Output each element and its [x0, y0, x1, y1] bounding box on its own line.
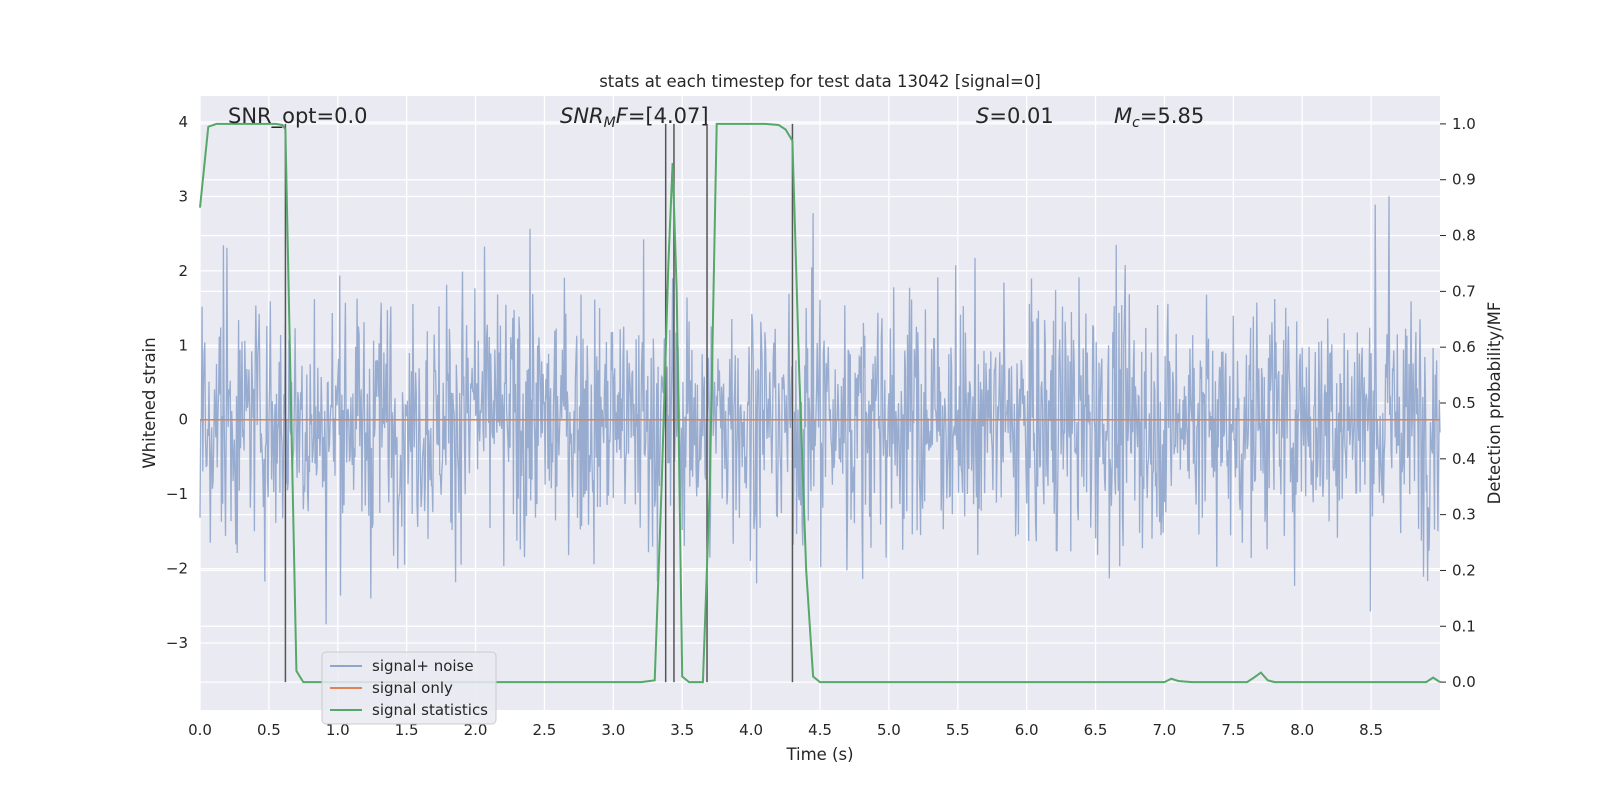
x-tick-label: 4.5 [808, 721, 832, 739]
y-right-tick-label: 0.1 [1452, 617, 1476, 635]
y-tick-label: 0 [178, 411, 188, 429]
x-tick-label: 8.0 [1290, 721, 1314, 739]
y-right-tick-label: 0.8 [1452, 227, 1476, 245]
y-tick-label: −1 [166, 485, 188, 503]
y-right-tick-label: 0.3 [1452, 506, 1476, 524]
x-tick-label: 7.5 [1221, 721, 1245, 739]
legend-label: signal statistics [372, 701, 488, 719]
x-axis-label: Time (s) [785, 745, 853, 764]
x-tick-label: 3.0 [601, 721, 625, 739]
y-tick-labels: −3 −2 −1 0 1 2 3 4 [166, 113, 188, 652]
y-right-tick-labels: 0.0 0.1 0.2 0.3 0.4 0.5 0.6 0.7 0.8 0.9 1.0 [1440, 115, 1476, 691]
y-tick-label: 2 [178, 262, 188, 280]
x-tick-label: 1.5 [395, 721, 419, 739]
legend-label: signal only [372, 679, 453, 697]
x-tick-label: 0.5 [257, 721, 281, 739]
annotation-snr-mf: SNRMF=[4.07] [560, 104, 709, 131]
x-tick-label: 5.0 [877, 721, 901, 739]
x-tick-label: 6.5 [1084, 721, 1108, 739]
annotation-snr-opt: SNR_opt=0.0 [228, 104, 368, 129]
x-tick-label: 7.0 [1153, 721, 1177, 739]
y-right-tick-label: 0.9 [1452, 171, 1476, 189]
legend-label: signal+ noise [372, 657, 474, 675]
y-tick-label: 1 [178, 336, 188, 354]
series-signal-noise [199, 196, 1441, 625]
x-tick-label: 4.0 [739, 721, 763, 739]
y-right-tick-label: 0.4 [1452, 450, 1476, 468]
signal-statistics-line [199, 122, 1441, 684]
x-tick-label: 5.5 [946, 721, 970, 739]
y-tick-label: −3 [166, 634, 188, 652]
x-tick-label: 8.5 [1359, 721, 1383, 739]
legend: signal+ noise signal only signal statistic… [321, 651, 497, 725]
x-tick-label: 2.0 [464, 721, 488, 739]
y-tick-label: 4 [178, 113, 188, 131]
annotation-mc: Mc=5.85 [1114, 104, 1204, 131]
x-tick-label: 1.0 [326, 721, 350, 739]
y-tick-label: 3 [178, 187, 188, 205]
x-tick-label: 3.5 [670, 721, 694, 739]
y-axis-label: Whitened strain [140, 337, 159, 468]
x-tick-label: 2.5 [533, 721, 557, 739]
series-signal-statistics [199, 122, 1441, 684]
x-tick-labels: 0.0 0.5 1.0 1.5 2.0 2.5 3.0 3.5 4.0 4.5 5.0 5.5 6.0 6… [188, 721, 1383, 739]
y-right-tick-label: 0.2 [1452, 561, 1476, 579]
signal-noise-line [199, 196, 1441, 625]
y-right-axis-label: Detection probability/MF [1485, 302, 1504, 505]
x-tick-label: 6.0 [1015, 721, 1039, 739]
y-right-tick-label: 0.0 [1452, 673, 1476, 691]
y-right-tick-label: 0.7 [1452, 282, 1476, 300]
x-tick-label: 0.0 [188, 721, 212, 739]
legend-box [321, 651, 497, 725]
y-right-tick-label: 1.0 [1452, 115, 1476, 133]
chart-title: stats at each timestep for test data 130… [599, 72, 1041, 91]
y-tick-label: −2 [166, 560, 188, 578]
y-right-tick-label: 0.5 [1452, 394, 1476, 412]
annotation-s: S=0.01 [976, 104, 1054, 128]
y-right-tick-label: 0.6 [1452, 338, 1476, 356]
